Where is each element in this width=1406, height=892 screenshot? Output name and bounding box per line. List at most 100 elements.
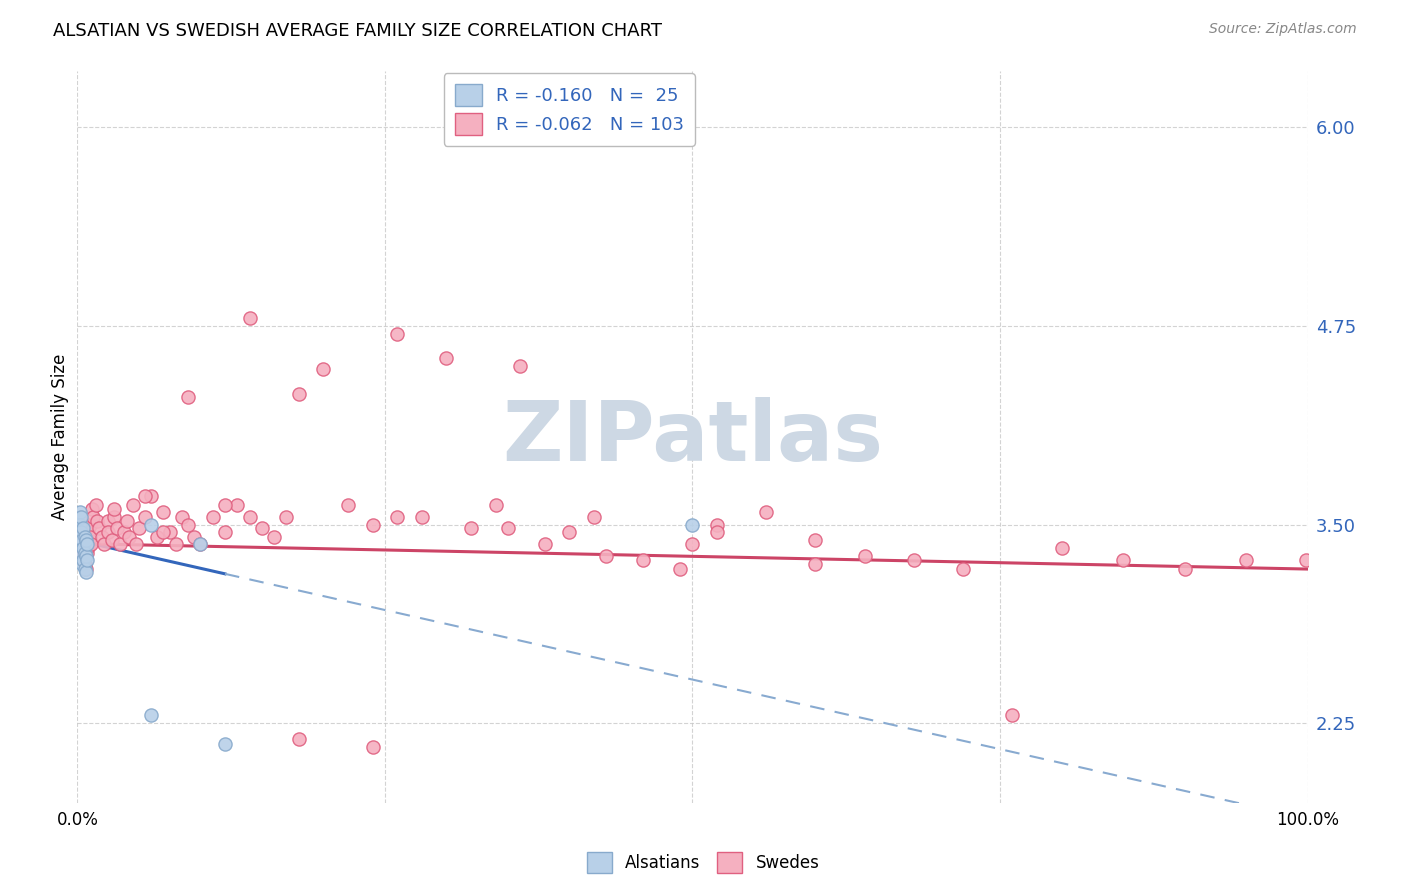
Text: ZIPatlas: ZIPatlas xyxy=(502,397,883,477)
Point xyxy=(97,525,120,540)
Point xyxy=(76,546,98,560)
Point xyxy=(250,521,273,535)
Point xyxy=(214,737,236,751)
Point xyxy=(76,533,98,548)
Point xyxy=(70,536,93,550)
Point xyxy=(76,521,98,535)
Point xyxy=(755,505,778,519)
Point xyxy=(70,558,93,572)
Point xyxy=(146,530,169,544)
Point xyxy=(76,536,98,550)
Point xyxy=(509,359,531,373)
Point xyxy=(128,521,150,535)
Point xyxy=(76,552,98,566)
Point xyxy=(115,514,138,528)
Point xyxy=(804,558,827,572)
Point xyxy=(706,525,728,540)
Point xyxy=(75,549,97,564)
Point xyxy=(70,546,93,560)
Point xyxy=(75,549,97,564)
Point xyxy=(72,552,94,566)
Point xyxy=(121,499,143,513)
Point xyxy=(183,530,205,544)
Point xyxy=(93,536,115,550)
Point xyxy=(682,536,704,550)
Point xyxy=(79,517,101,532)
Point xyxy=(496,521,519,535)
Legend: Alsatians, Swedes: Alsatians, Swedes xyxy=(581,846,825,880)
Point xyxy=(97,514,120,528)
Point xyxy=(70,536,93,550)
Point xyxy=(226,499,249,513)
Point xyxy=(125,536,148,550)
Point xyxy=(112,525,135,540)
Point xyxy=(1050,541,1073,556)
Point xyxy=(706,517,728,532)
Point xyxy=(75,566,97,580)
Point xyxy=(70,509,93,524)
Point xyxy=(214,525,236,540)
Point xyxy=(387,509,409,524)
Point xyxy=(110,536,132,550)
Point xyxy=(361,517,384,532)
Point xyxy=(263,530,285,544)
Point xyxy=(75,533,97,548)
Point xyxy=(141,489,163,503)
Point xyxy=(214,499,236,513)
Point xyxy=(70,525,93,540)
Point xyxy=(288,387,311,401)
Point xyxy=(633,552,655,566)
Y-axis label: Average Family Size: Average Family Size xyxy=(51,354,69,520)
Point xyxy=(70,536,93,550)
Point xyxy=(69,541,91,556)
Point xyxy=(190,536,212,550)
Point xyxy=(69,517,91,532)
Point xyxy=(903,552,925,566)
Point xyxy=(152,505,174,519)
Point xyxy=(134,509,156,524)
Point xyxy=(67,521,90,535)
Point xyxy=(361,740,384,755)
Point xyxy=(177,517,200,532)
Text: ALSATIAN VS SWEDISH AVERAGE FAMILY SIZE CORRELATION CHART: ALSATIAN VS SWEDISH AVERAGE FAMILY SIZE … xyxy=(53,22,662,40)
Point xyxy=(79,530,101,544)
Point xyxy=(190,536,212,550)
Point xyxy=(90,530,114,544)
Point xyxy=(141,708,163,723)
Point xyxy=(1112,552,1135,566)
Text: Source: ZipAtlas.com: Source: ZipAtlas.com xyxy=(1209,22,1357,37)
Point xyxy=(460,521,482,535)
Point xyxy=(141,517,163,532)
Point xyxy=(77,540,100,554)
Point xyxy=(682,517,704,532)
Point xyxy=(436,351,458,365)
Point xyxy=(1234,552,1257,566)
Point xyxy=(72,552,94,566)
Point xyxy=(952,562,974,576)
Point xyxy=(89,521,111,535)
Point xyxy=(101,533,124,548)
Point xyxy=(69,505,91,519)
Point xyxy=(70,549,93,564)
Point xyxy=(177,390,200,404)
Point xyxy=(105,521,128,535)
Point xyxy=(73,546,96,560)
Point xyxy=(80,536,103,550)
Point xyxy=(534,536,557,550)
Point xyxy=(595,549,617,564)
Point xyxy=(485,499,508,513)
Point xyxy=(411,509,433,524)
Point xyxy=(239,310,262,325)
Legend: R = -0.160   N =  25, R = -0.062   N = 103: R = -0.160 N = 25, R = -0.062 N = 103 xyxy=(444,73,695,146)
Point xyxy=(853,549,876,564)
Point xyxy=(312,361,335,376)
Point xyxy=(72,541,94,556)
Point xyxy=(804,533,827,548)
Point xyxy=(1295,552,1317,566)
Point xyxy=(75,536,97,550)
Point xyxy=(84,499,107,513)
Point xyxy=(103,509,125,524)
Point xyxy=(72,530,94,544)
Point xyxy=(67,536,90,550)
Point xyxy=(70,525,93,540)
